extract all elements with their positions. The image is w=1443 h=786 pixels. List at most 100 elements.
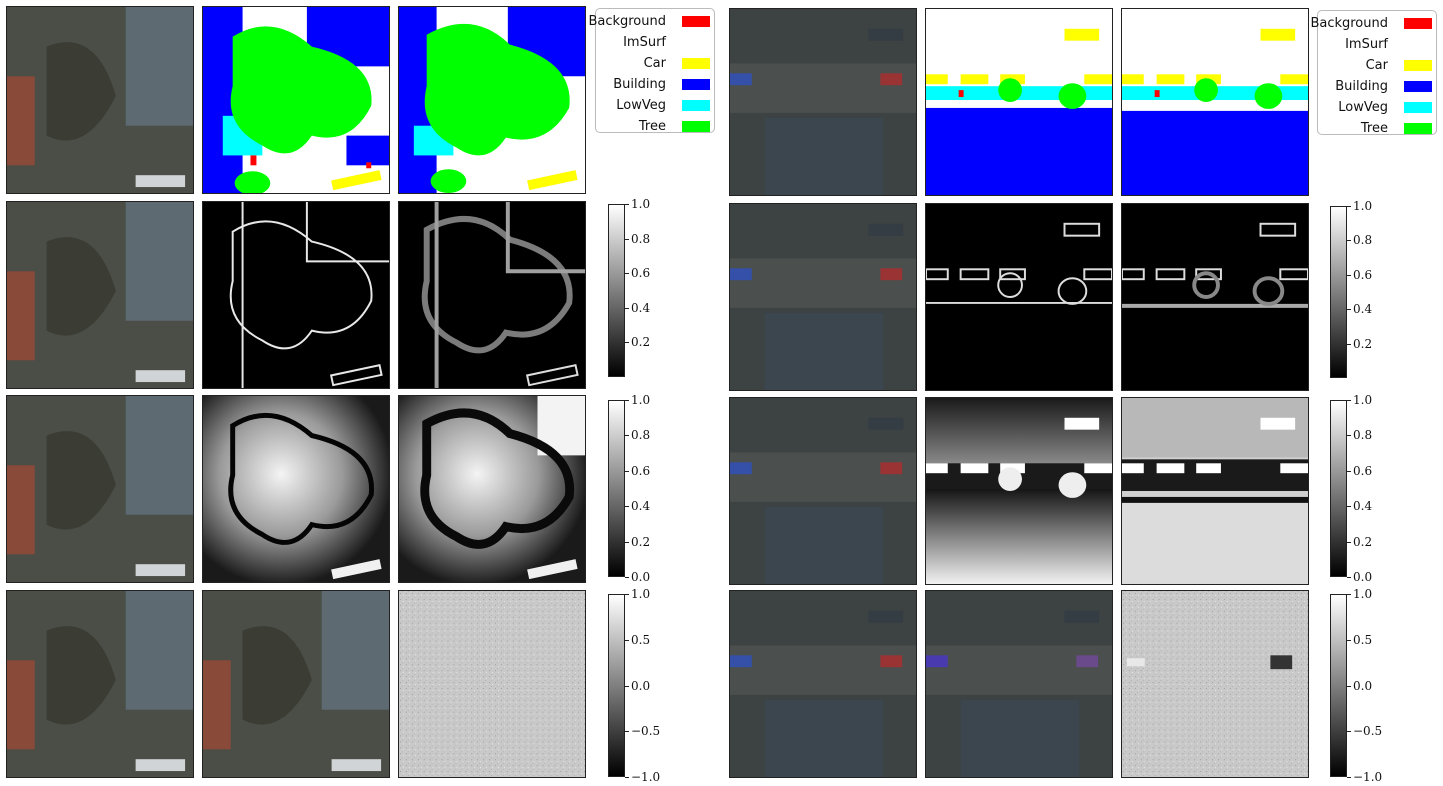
distance-prediction-left xyxy=(398,395,586,583)
residual-map-right xyxy=(1121,590,1309,778)
colorbar-tick-mark xyxy=(625,731,629,732)
legend-swatch xyxy=(1404,81,1432,92)
legend-swatch xyxy=(682,121,710,132)
legend-entry-background: Background xyxy=(1310,13,1438,34)
colorbar-tick-mark xyxy=(1347,344,1351,345)
boundary-ground-truth-right xyxy=(925,203,1113,391)
colorbar-tick-label: 0.6 xyxy=(1353,268,1373,282)
colorbar-tick-label: −0.5 xyxy=(631,724,661,738)
colorbar-tick-label: 1.0 xyxy=(1353,393,1373,407)
segmentation-prediction-left xyxy=(398,6,586,194)
colorbar-tick-label: 0.4 xyxy=(631,301,651,315)
legend-swatch xyxy=(1404,39,1432,50)
colorbar-tick-mark xyxy=(625,640,629,641)
distance-ground-truth-right xyxy=(925,397,1113,585)
legend-swatch xyxy=(1404,102,1432,113)
colorbar-tick-mark xyxy=(625,342,629,343)
colorbar-tick-label: 0.0 xyxy=(631,679,651,693)
colorbar-tick-label: 0.5 xyxy=(631,633,651,647)
colorbar-tick-label: 1.0 xyxy=(631,197,651,211)
colorbar-tick-label: 0.0 xyxy=(631,570,651,584)
colorbar-tick-label: 0.0 xyxy=(1353,679,1373,693)
colorbar-tick-label: 0.8 xyxy=(631,232,651,246)
colorbar-tick-mark xyxy=(1347,777,1351,778)
legend-swatch xyxy=(1404,60,1432,71)
aerial-photo-right-row3 xyxy=(729,397,917,585)
colorbar-tick-label: −1.0 xyxy=(1353,770,1383,784)
legend-entry-car: Car xyxy=(1318,55,1438,76)
colorbar-tick-label: 0.2 xyxy=(631,535,651,549)
colorbar-tick-mark xyxy=(625,239,629,240)
aerial-photo-left-row2 xyxy=(6,201,194,389)
legend-swatch xyxy=(1404,123,1432,134)
legend-entry-car: Car xyxy=(596,53,716,74)
colorbar-residual-right xyxy=(1330,594,1347,777)
colorbar-tick-mark xyxy=(1347,594,1351,595)
colorbar-tick-label: 0.6 xyxy=(631,266,651,280)
legend-swatch xyxy=(682,37,710,48)
legend-swatch xyxy=(682,16,710,27)
colorbar-tick-label: −0.5 xyxy=(1353,724,1383,738)
colorbar-tick-mark xyxy=(625,471,629,472)
class-legend-left: Background ImSurf Car Building LowVeg Tr… xyxy=(588,8,716,134)
boundary-prediction-left xyxy=(398,201,586,389)
colorbar-tick-mark xyxy=(1347,240,1351,241)
legend-entry-lowveg: LowVeg xyxy=(596,95,716,116)
legend-entry-building: Building xyxy=(1318,76,1438,97)
distance-ground-truth-left xyxy=(202,395,390,583)
colorbar-tick-label: 0.2 xyxy=(1353,535,1373,549)
colorbar-tick-mark xyxy=(625,400,629,401)
colorbar-tick-label: 1.0 xyxy=(631,587,651,601)
legend-entry-tree: Tree xyxy=(596,116,716,137)
colorbar-tick-mark xyxy=(625,435,629,436)
colorbar-tick-label: 0.6 xyxy=(631,464,651,478)
colorbar-tick-mark xyxy=(1347,400,1351,401)
colorbar-tick-label: 0.2 xyxy=(631,335,651,349)
colorbar-tick-label: 1.0 xyxy=(1353,199,1373,213)
aerial-photo-left-row3 xyxy=(6,395,194,583)
legend-entry-imsurf: ImSurf xyxy=(596,32,716,53)
legend-swatch xyxy=(682,58,710,69)
colorbar-tick-mark xyxy=(1347,731,1351,732)
colorbar-tick-mark xyxy=(1347,577,1351,578)
colorbar-tick-label: 0.0 xyxy=(1353,570,1373,584)
aerial-photo-right-row2 xyxy=(729,203,917,391)
colorbar-tick-label: −1.0 xyxy=(631,770,661,784)
class-legend-right: Background ImSurf Car Building LowVeg Tr… xyxy=(1310,10,1438,136)
colorbar-distance-left xyxy=(608,400,625,577)
colorbar-tick-mark xyxy=(625,308,629,309)
boundary-prediction-right xyxy=(1121,203,1309,391)
colorbar-tick-label: 0.4 xyxy=(631,499,651,513)
colorbar-tick-mark xyxy=(1347,640,1351,641)
colorbar-boundary-left xyxy=(608,204,625,377)
distance-prediction-right xyxy=(1121,397,1309,585)
colorbar-tick-mark xyxy=(625,577,629,578)
boundary-ground-truth-left xyxy=(202,201,390,389)
colorbar-tick-mark xyxy=(1347,506,1351,507)
colorbar-tick-mark xyxy=(1347,542,1351,543)
colorbar-tick-label: 0.8 xyxy=(631,428,651,442)
aerial-photo-left-row4 xyxy=(6,590,194,778)
colorbar-tick-mark xyxy=(1347,275,1351,276)
residual-map-left xyxy=(398,590,586,778)
legend-swatch xyxy=(682,100,710,111)
colorbar-tick-label: 0.6 xyxy=(1353,464,1373,478)
colorbar-tick-mark xyxy=(625,777,629,778)
colorbar-tick-mark xyxy=(625,594,629,595)
colorbar-boundary-right xyxy=(1330,206,1347,378)
colorbar-tick-mark xyxy=(625,273,629,274)
colorbar-tick-label: 1.0 xyxy=(631,393,651,407)
colorbar-tick-mark xyxy=(1347,309,1351,310)
colorbar-tick-label: 0.8 xyxy=(1353,428,1373,442)
colorbar-tick-mark xyxy=(625,542,629,543)
segmentation-ground-truth-right xyxy=(925,8,1113,196)
colorbar-tick-label: 0.4 xyxy=(1353,302,1373,316)
legend-entry-tree: Tree xyxy=(1318,118,1438,139)
colorbar-distance-right xyxy=(1330,400,1347,577)
colorbar-tick-mark xyxy=(625,204,629,205)
segmentation-ground-truth-left xyxy=(202,6,390,194)
colorbar-tick-mark xyxy=(1347,435,1351,436)
colorbar-residual-left xyxy=(608,594,625,777)
colorbar-tick-mark xyxy=(625,506,629,507)
reconstructed-photo-right xyxy=(925,590,1113,778)
